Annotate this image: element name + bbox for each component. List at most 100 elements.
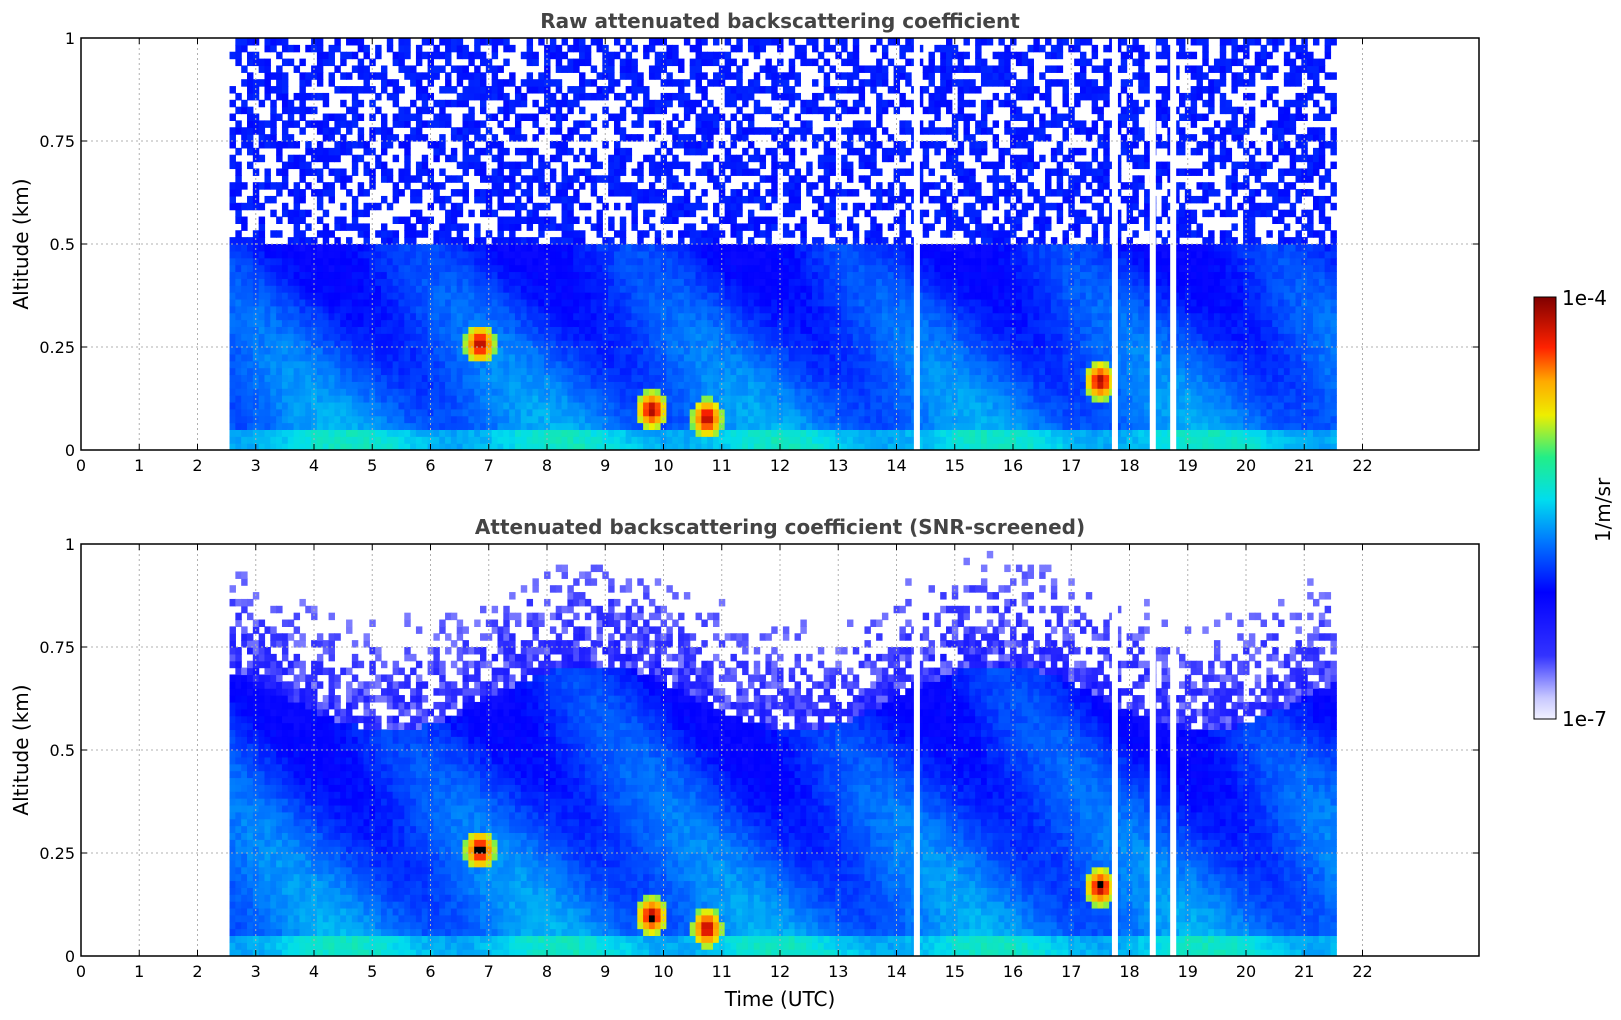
heatmap-cell <box>380 244 388 252</box>
heatmap-cell <box>648 367 656 376</box>
heatmap-cell <box>806 408 813 417</box>
heatmap-cell <box>637 436 644 444</box>
heatmap-cell <box>590 415 598 424</box>
heatmap-cell <box>404 237 411 245</box>
heatmap-cell <box>386 436 394 444</box>
heatmap-cell <box>713 353 720 362</box>
heatmap-cell <box>637 237 644 245</box>
heatmap-cell <box>386 443 394 450</box>
heatmap-cell <box>555 99 563 108</box>
heatmap-cell <box>328 353 335 362</box>
heatmap-cell <box>812 298 819 307</box>
heatmap-cell <box>817 161 825 170</box>
heatmap-cell <box>561 51 568 60</box>
heatmap-cell <box>474 44 481 53</box>
heatmap-cell <box>841 250 848 259</box>
heatmap-cell <box>672 44 679 53</box>
heatmap-cell <box>806 189 813 197</box>
heatmap-cell <box>421 161 429 170</box>
heatmap-cell <box>846 257 854 266</box>
heatmap-cell <box>375 278 382 286</box>
heatmap-cell <box>759 285 767 293</box>
heatmap-cell <box>305 44 312 53</box>
heatmap-cell <box>398 388 405 396</box>
heatmap-cell <box>281 250 289 259</box>
heatmap-cell <box>660 168 668 176</box>
heatmap-cell <box>794 79 801 87</box>
heatmap-cell <box>299 408 306 417</box>
heatmap-cell <box>357 443 365 450</box>
heatmap-cell <box>415 360 423 369</box>
heatmap-cell <box>678 401 685 410</box>
heatmap-cell <box>701 271 708 279</box>
heatmap-cell <box>631 168 638 176</box>
heatmap-cell <box>392 216 400 224</box>
heatmap-cell <box>299 312 306 321</box>
heatmap-cell <box>526 360 534 369</box>
heatmap-cell <box>357 58 365 67</box>
heatmap-cell <box>689 292 697 300</box>
heatmap-cell <box>258 326 266 334</box>
heatmap-cell <box>584 333 592 341</box>
heatmap-cell <box>596 244 603 252</box>
heatmap-cell <box>806 120 813 128</box>
heatmap-cell <box>835 244 842 252</box>
heatmap-cell <box>678 195 685 204</box>
heatmap-cell <box>450 38 458 46</box>
heatmap-cell <box>281 99 289 108</box>
heatmap-cell <box>608 216 615 224</box>
heatmap-cell <box>363 340 370 348</box>
heatmap-cell <box>468 374 475 382</box>
heatmap-cell <box>619 264 627 273</box>
heatmap-cell <box>584 298 592 307</box>
heatmap-cell <box>718 278 726 286</box>
heatmap-cell <box>421 230 429 238</box>
heatmap-cell <box>287 326 295 334</box>
heatmap-cell <box>730 216 737 224</box>
heatmap-cell <box>753 388 761 396</box>
heatmap-cell <box>683 312 691 321</box>
heatmap-cell <box>695 292 702 300</box>
heatmap-cell <box>229 319 236 327</box>
heatmap-cell <box>549 381 557 389</box>
heatmap-cell <box>666 216 673 224</box>
heatmap-cell <box>538 408 545 417</box>
heatmap-cell <box>858 340 866 348</box>
heatmap-cell <box>439 223 446 231</box>
heatmap-cell <box>398 340 405 348</box>
heatmap-cell <box>765 333 772 341</box>
heatmap-cell <box>270 44 277 53</box>
heatmap-cell <box>404 395 411 403</box>
heatmap-cell <box>526 443 534 450</box>
heatmap-cell <box>450 209 458 218</box>
heatmap-cell <box>689 312 697 321</box>
heatmap-cell <box>707 113 714 121</box>
heatmap-cell <box>328 340 335 348</box>
heatmap-cell <box>800 51 807 60</box>
heatmap-cell <box>672 395 679 403</box>
heatmap-cell <box>375 443 382 450</box>
heatmap-cell <box>427 381 435 389</box>
heatmap-cell <box>812 134 819 142</box>
heatmap-cell <box>328 401 335 410</box>
heatmap-cell <box>544 333 551 341</box>
heatmap-cell <box>643 230 650 238</box>
heatmap-cell <box>753 408 761 417</box>
heatmap-cell <box>823 38 831 46</box>
heatmap-cell <box>555 223 563 231</box>
heatmap-cell <box>619 216 627 224</box>
heatmap-cell <box>340 202 347 211</box>
heatmap-cell <box>718 161 726 170</box>
heatmap-cell <box>474 65 481 73</box>
heatmap-cell <box>829 381 836 389</box>
heatmap-cell <box>602 312 609 321</box>
heatmap-cell <box>724 195 732 204</box>
heatmap-cell <box>415 72 423 80</box>
heatmap-cell <box>287 415 295 424</box>
heatmap-cell <box>707 436 714 444</box>
heatmap-cell <box>299 209 306 218</box>
heatmap-cell <box>660 106 668 115</box>
heatmap-cell <box>322 237 330 245</box>
heatmap-cell <box>613 326 621 334</box>
heatmap-cell <box>299 99 306 108</box>
